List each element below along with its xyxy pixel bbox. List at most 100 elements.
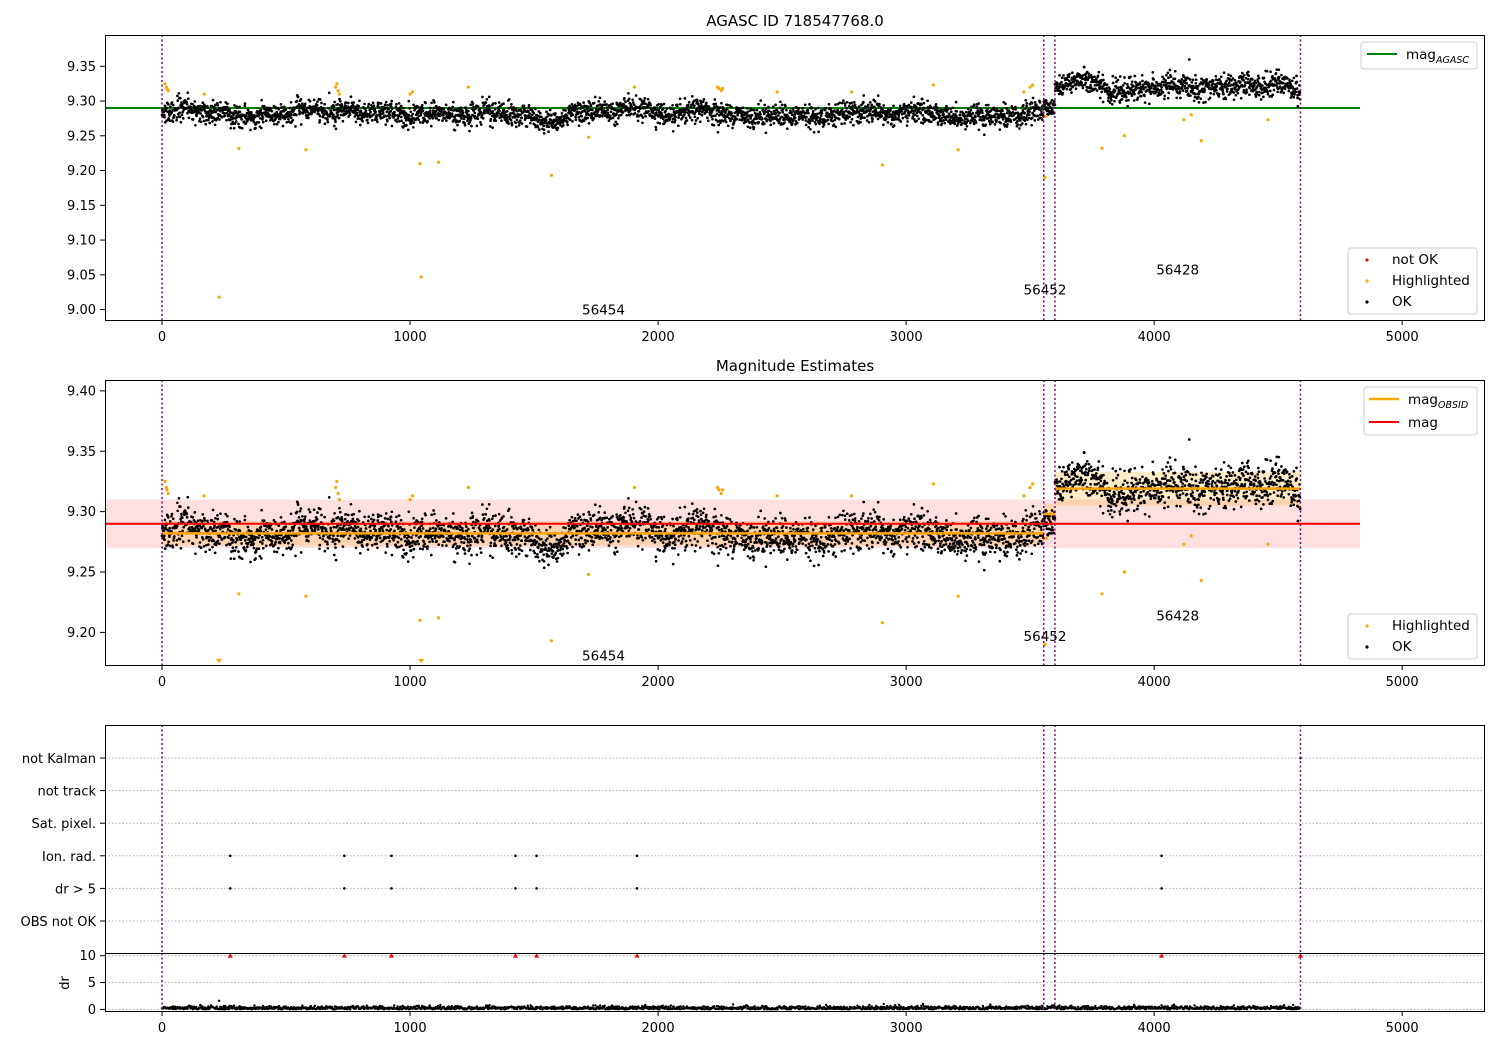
ok-point: [1254, 81, 1258, 85]
ok-point: [542, 131, 546, 135]
ok-point: [522, 110, 526, 113]
ok-point: [177, 496, 181, 500]
ok-point: [988, 122, 992, 126]
ok-point: [842, 99, 845, 102]
ok-point: [1082, 65, 1086, 69]
ok-point: [386, 103, 390, 107]
ok-point: [318, 543, 322, 547]
ok-point: [339, 113, 343, 117]
ok-point: [760, 117, 764, 121]
ok-point: [462, 117, 466, 121]
ok-point: [693, 115, 697, 119]
ok-point: [1277, 68, 1281, 72]
ok-point: [571, 120, 574, 123]
ok-point: [303, 102, 307, 106]
ok-point: [214, 516, 217, 520]
ok-point: [255, 120, 259, 124]
ok-point: [820, 109, 824, 112]
ok-point: [336, 515, 340, 519]
ok-point: [208, 538, 211, 542]
ok-point: [1262, 95, 1265, 99]
ok-point: [532, 111, 536, 115]
ok-point: [294, 125, 297, 128]
ok-point: [336, 534, 340, 538]
ok-point: [287, 117, 290, 121]
ok-point: [597, 100, 601, 103]
ok-point: [281, 553, 285, 557]
ok-point: [246, 525, 250, 529]
ok-point: [1189, 94, 1192, 97]
ok-point: [677, 116, 680, 119]
ok-point: [225, 118, 228, 122]
ok-point: [946, 108, 949, 112]
ok-point: [176, 99, 180, 102]
ok-point: [296, 95, 300, 99]
ok-point: [493, 107, 497, 111]
ok-point: [583, 109, 587, 112]
ok-point: [759, 99, 763, 102]
ok-point: [216, 103, 220, 107]
ok-point: [1209, 91, 1213, 95]
ok-point: [1245, 88, 1248, 92]
ok-point: [969, 109, 973, 112]
ok-point: [837, 117, 841, 121]
ok-point: [366, 542, 369, 546]
ok-point: [289, 110, 292, 114]
ok-point: [1116, 86, 1120, 89]
ok-point: [631, 98, 635, 102]
ok-point: [264, 528, 268, 532]
ok-point: [801, 118, 805, 121]
ok-point: [870, 120, 874, 123]
ok-point: [232, 557, 236, 561]
ok-point: [334, 546, 337, 549]
ok-point: [168, 119, 172, 123]
ok-point: [450, 112, 454, 116]
ok-point: [235, 115, 239, 119]
ok-point: [613, 124, 617, 127]
ok-point: [416, 105, 420, 109]
ok-point: [346, 513, 350, 517]
ok-point: [307, 539, 310, 543]
ok-point: [876, 94, 880, 97]
ok-point: [175, 116, 179, 119]
ok-point: [1119, 92, 1122, 95]
ok-point: [331, 537, 334, 541]
ok-point: [1159, 88, 1163, 92]
ok-point: [538, 118, 542, 122]
ok-point: [340, 105, 344, 108]
ok-point: [862, 100, 865, 104]
ok-point: [163, 518, 167, 522]
ok-point: [168, 535, 171, 539]
ok-point: [517, 124, 521, 127]
ok-point: [385, 542, 389, 546]
ok-point: [1215, 85, 1219, 88]
ok-point: [676, 124, 680, 128]
ok-point: [213, 123, 217, 127]
ok-point: [370, 119, 374, 122]
ok-point: [214, 103, 217, 107]
ok-point: [892, 104, 895, 108]
ok-point: [433, 101, 436, 104]
ok-point: [363, 102, 366, 106]
ok-point: [606, 108, 609, 112]
ok-point: [767, 109, 771, 113]
ok-point: [170, 101, 174, 104]
ok-point: [905, 124, 909, 127]
ok-point: [1183, 87, 1187, 90]
ok-point: [654, 128, 658, 131]
ok-point: [576, 101, 580, 105]
ok-point: [195, 114, 198, 118]
ok-point: [315, 517, 319, 521]
ok-point: [332, 525, 336, 529]
ok-point: [1001, 117, 1005, 121]
ok-point: [196, 104, 200, 108]
ok-point: [827, 122, 830, 126]
ok-point: [953, 122, 957, 126]
ok-point: [1140, 73, 1144, 77]
ok-point: [165, 106, 169, 110]
obs-label-56428: 56428: [1156, 262, 1199, 278]
highlighted-point: [587, 135, 591, 139]
ok-point: [277, 546, 280, 550]
ok-point: [242, 113, 246, 117]
ok-point: [562, 108, 565, 112]
